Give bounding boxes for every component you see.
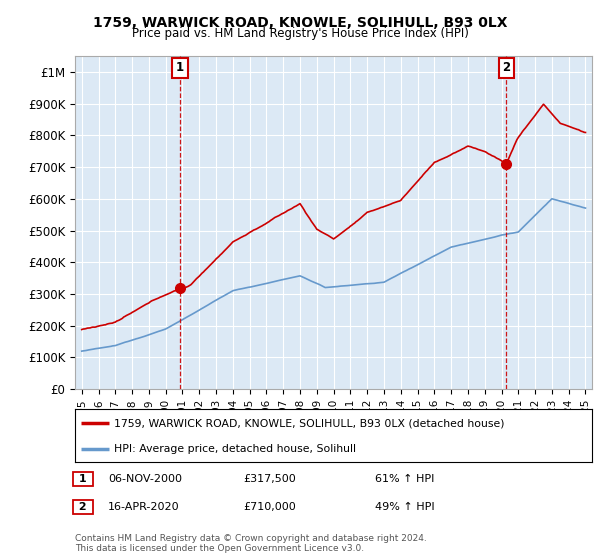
Text: Price paid vs. HM Land Registry's House Price Index (HPI): Price paid vs. HM Land Registry's House … [131,27,469,40]
Text: 1: 1 [75,474,91,484]
Text: 2: 2 [75,502,91,512]
Text: Contains HM Land Registry data © Crown copyright and database right 2024.
This d: Contains HM Land Registry data © Crown c… [75,534,427,553]
Text: 16-APR-2020: 16-APR-2020 [108,502,179,512]
Text: 2: 2 [502,61,511,74]
Text: HPI: Average price, detached house, Solihull: HPI: Average price, detached house, Soli… [114,444,356,454]
Text: 1759, WARWICK ROAD, KNOWLE, SOLIHULL, B93 0LX (detached house): 1759, WARWICK ROAD, KNOWLE, SOLIHULL, B9… [114,418,504,428]
Text: 06-NOV-2000: 06-NOV-2000 [108,474,182,484]
Text: 1759, WARWICK ROAD, KNOWLE, SOLIHULL, B93 0LX: 1759, WARWICK ROAD, KNOWLE, SOLIHULL, B9… [93,16,507,30]
Text: 1: 1 [176,61,184,74]
Text: £710,000: £710,000 [243,502,296,512]
Text: 61% ↑ HPI: 61% ↑ HPI [375,474,434,484]
Text: 49% ↑ HPI: 49% ↑ HPI [375,502,434,512]
Text: £317,500: £317,500 [243,474,296,484]
